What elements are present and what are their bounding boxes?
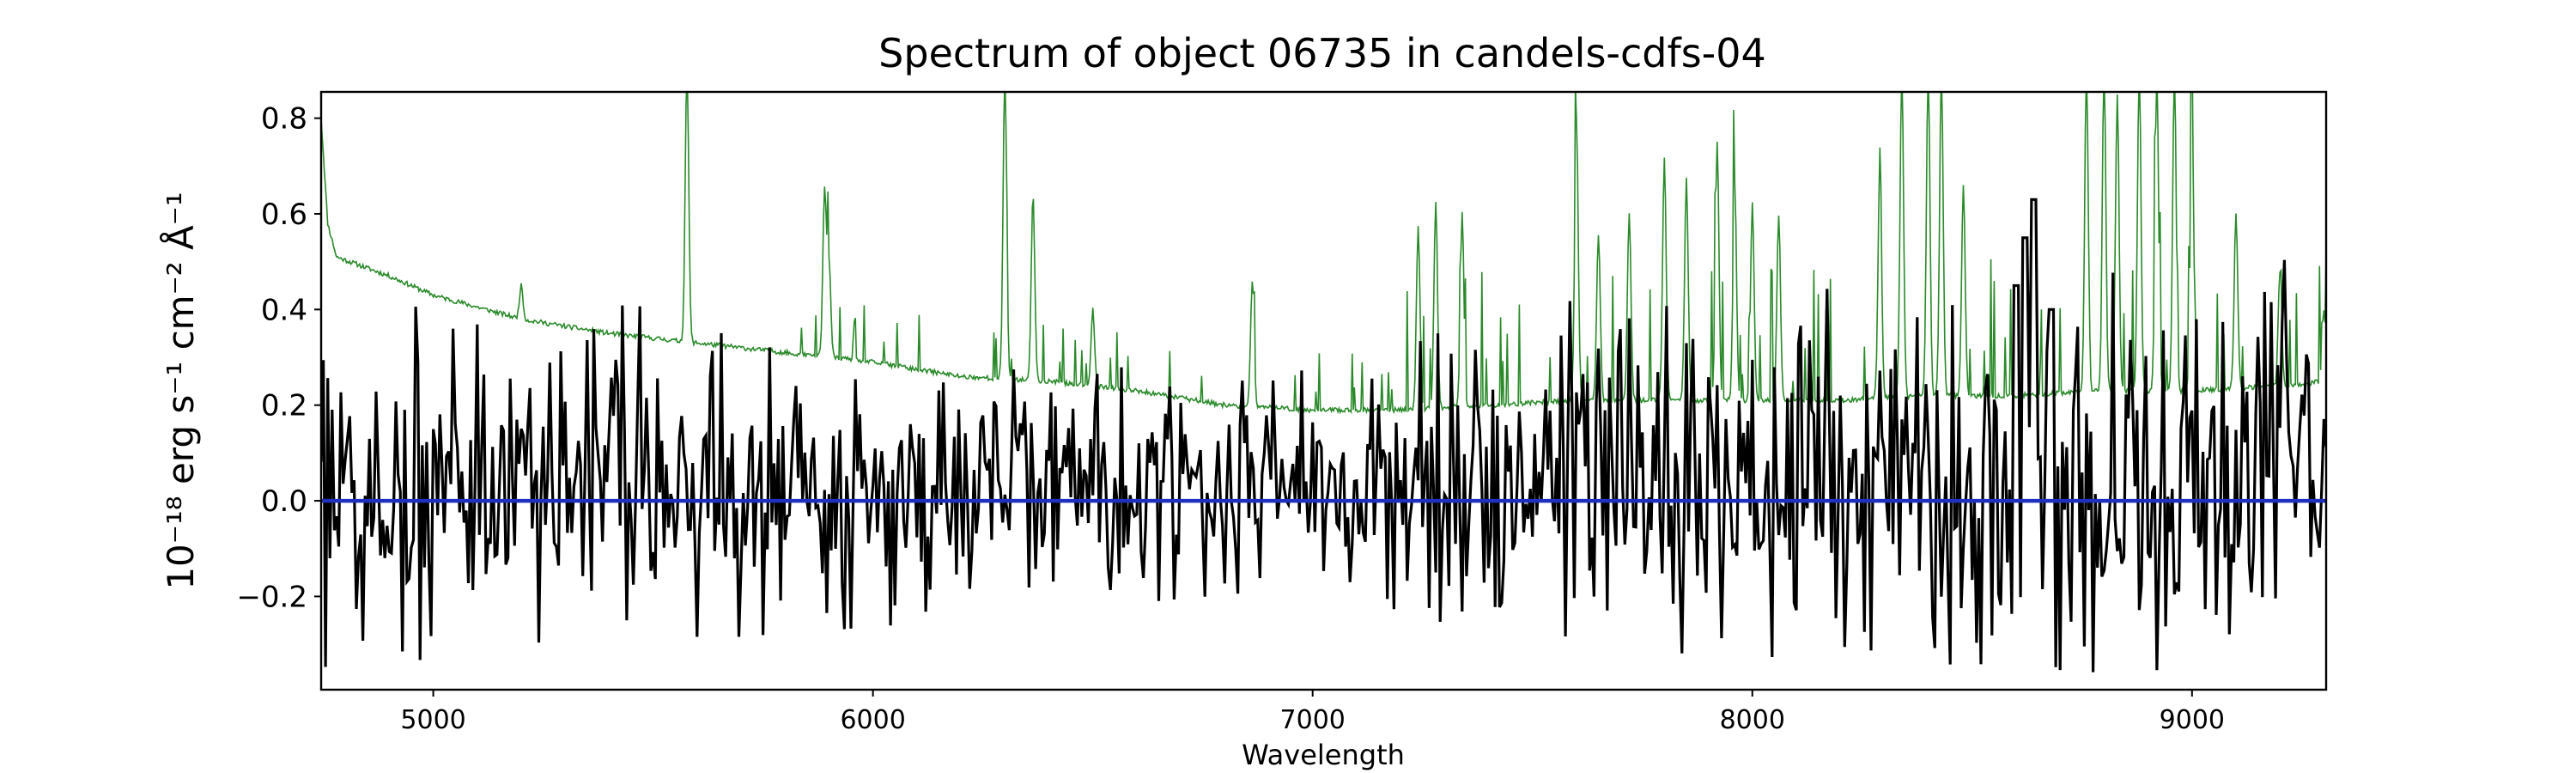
x-tick-label: 8000 — [1720, 705, 1785, 735]
y-axis-label: 10⁻¹⁸ erg s⁻¹ cm⁻² Å⁻¹ — [159, 192, 202, 589]
y-tick-label: −0.2 — [236, 580, 307, 614]
chart-title: Spectrum of object 06735 in candels-cdfs… — [878, 30, 1766, 76]
y-tick-label: 0.4 — [261, 293, 307, 327]
y-tick-label: 0.8 — [261, 102, 307, 137]
error-spectrum-line — [321, 92, 2326, 415]
x-tick-label: 7000 — [1280, 705, 1346, 735]
y-tick-label: 0.2 — [261, 389, 307, 423]
x-axis: 5000 6000 7000 8000 9000 — [400, 690, 2225, 735]
series-layer — [321, 92, 2326, 673]
flux-spectrum-line — [321, 198, 2326, 673]
y-tick-label: 0.6 — [261, 198, 307, 232]
y-tick-label: 0.0 — [261, 484, 307, 519]
x-tick-label: 6000 — [840, 705, 905, 735]
y-axis: −0.2 0.0 0.2 0.4 0.6 0.8 — [236, 102, 321, 614]
plot-frame — [319, 90, 2328, 691]
x-axis-label: Wavelength — [1242, 739, 1405, 771]
x-tick-label: 5000 — [400, 705, 465, 735]
x-tick-label: 9000 — [2160, 705, 2225, 735]
